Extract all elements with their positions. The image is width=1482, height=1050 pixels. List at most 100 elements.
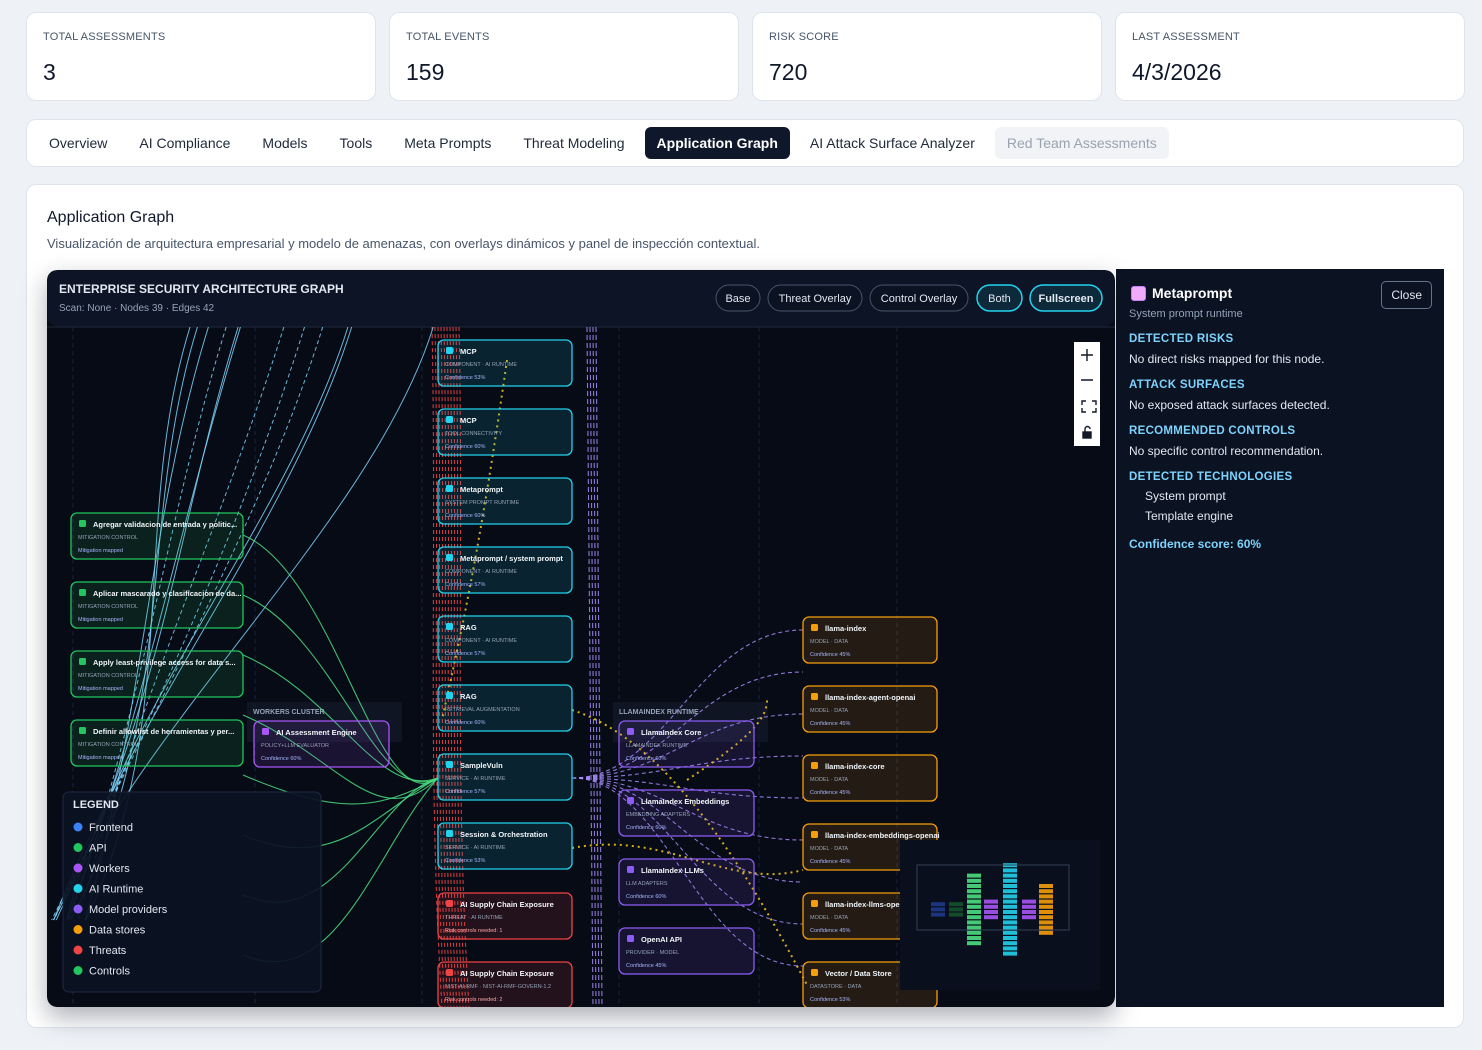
graph-node[interactable] [437, 892, 573, 940]
tab[interactable]: AI Compliance [139, 135, 231, 151]
minimap-block [1003, 925, 1017, 930]
node-subtitle: PROVIDER · MODEL [626, 950, 679, 956]
overlay-button[interactable]: Fullscreen [1038, 293, 1093, 305]
node-title: RAG [460, 692, 477, 701]
graph-node[interactable] [618, 720, 755, 768]
legend-title: LEGEND [73, 799, 119, 811]
graph-title: ENTERPRISE SECURITY ARCHITECTURE GRAPH [59, 282, 344, 296]
graph-node[interactable] [437, 822, 573, 870]
tab[interactable]: AI Attack Surface Analyzer [809, 135, 975, 151]
zoom-in[interactable] [1081, 349, 1093, 361]
stat-card: TOTAL EVENTS 159 [389, 12, 739, 101]
graph-node[interactable] [802, 685, 938, 733]
graph-node[interactable] [437, 753, 573, 801]
node-subtitle: LLAMAINDEX RUNTIME [626, 743, 688, 749]
node-footer: Confidence 60% [626, 825, 666, 831]
graph-node[interactable] [618, 927, 755, 975]
node-footer: Confidence 60% [626, 756, 666, 762]
graph-node[interactable] [70, 719, 244, 767]
edge [686, 699, 768, 781]
minimap-block [1003, 920, 1017, 925]
minimap-block [984, 915, 998, 920]
edge [452, 327, 464, 1007]
lock[interactable] [1082, 431, 1092, 439]
zoom-controls [1074, 342, 1100, 446]
edge [53, 327, 324, 921]
overlay-button[interactable]: Threat Overlay [779, 293, 852, 305]
button-bg[interactable] [976, 284, 1023, 312]
graph-node[interactable] [70, 581, 244, 629]
edge [595, 327, 603, 1007]
graph-node[interactable] [437, 961, 573, 1007]
minimap-block [949, 902, 963, 907]
legend-box [62, 791, 322, 993]
node-footer: Mitigation mapped [78, 755, 123, 761]
button-bg[interactable] [1029, 284, 1103, 312]
stat-value: 3 [43, 59, 56, 85]
graph-node[interactable] [253, 720, 390, 768]
graph-node[interactable] [618, 789, 755, 837]
tab[interactable]: Application Graph [644, 127, 790, 159]
minimap-viewport [916, 864, 1070, 931]
fit-view[interactable] [1081, 400, 1097, 413]
graph-node[interactable] [437, 546, 573, 594]
graph-node[interactable] [70, 512, 244, 560]
node-subtitle: POLICY+LLM EVALUATOR [261, 743, 329, 749]
section-heading: DETECTED TECHNOLOGIES [1129, 471, 1293, 483]
minimap-block [967, 925, 981, 930]
button-bg[interactable] [715, 284, 761, 312]
tab[interactable]: Red Team Assessments [994, 127, 1169, 159]
node-footer: Confidence 57% [445, 651, 485, 657]
tab[interactable]: Meta Prompts [404, 135, 492, 151]
confidence-score: Confidence score: 60% [1129, 537, 1262, 551]
node-icon [79, 727, 86, 734]
stat-value: 159 [406, 59, 445, 85]
node-footer: Mitigation mapped [78, 617, 123, 623]
graph-node[interactable] [802, 754, 938, 802]
node-title: Agregar validacion de entrada y politic.… [93, 520, 237, 529]
overlay-button[interactable]: Both [988, 293, 1011, 305]
node-icon [446, 830, 453, 837]
node-footer: Confidence 45% [810, 721, 850, 727]
edge [434, 327, 446, 1007]
node-subtitle: MITIGATION CONTROL [78, 673, 138, 679]
edge [440, 327, 452, 1007]
node-subtitle: MODEL · DATA [810, 915, 848, 921]
node-icon [79, 520, 86, 527]
node-subtitle: EMBEDDING ADAPTERS [626, 812, 691, 818]
legend: LEGEND Frontend API Workers AI Runtime Model… [62, 791, 322, 993]
button-bg[interactable] [869, 284, 969, 312]
node-subtitle: NIST-AI-RMF · NIST-AI-RMF-GOVERN-1.2 [445, 984, 551, 990]
button-bg[interactable] [767, 284, 863, 312]
node-title: MCP [460, 416, 477, 425]
section-text: No specific control recommendation. [1129, 444, 1324, 458]
overlay-button[interactable]: Base [725, 293, 750, 305]
node-icon [627, 866, 634, 873]
close-button[interactable]: Close [1381, 281, 1432, 309]
graph-node[interactable] [70, 650, 244, 698]
graph-node[interactable] [802, 616, 938, 664]
edge [589, 327, 597, 1007]
graph-node[interactable] [437, 408, 573, 456]
legend-swatch [73, 966, 83, 975]
overlay-button[interactable]: Control Overlay [881, 293, 958, 305]
stat-card: LAST ASSESSMENT 4/3/2026 [1115, 12, 1465, 101]
tab[interactable]: Tools [339, 135, 373, 151]
graph-node[interactable] [437, 477, 573, 525]
edge [571, 629, 804, 779]
tab[interactable]: Overview [49, 135, 108, 151]
tab[interactable]: Threat Modeling [523, 135, 625, 151]
graph-node[interactable] [618, 858, 755, 906]
panel-title: Metaprompt [1152, 285, 1233, 301]
graph-node[interactable] [437, 684, 573, 732]
cluster-label: LLAMAINDEX RUNTIME [619, 709, 699, 716]
graph-node[interactable] [437, 339, 573, 387]
tab[interactable]: Models [262, 135, 308, 151]
node-icon [446, 623, 453, 630]
graph-node[interactable] [437, 615, 573, 663]
node-subtitle: TOOL CONNECTIVITY [445, 431, 502, 437]
stat-value: 720 [769, 59, 808, 85]
minimap-block [949, 907, 963, 912]
minimap-block [1039, 904, 1053, 909]
panel-subtitle: System prompt runtime [1129, 308, 1243, 320]
